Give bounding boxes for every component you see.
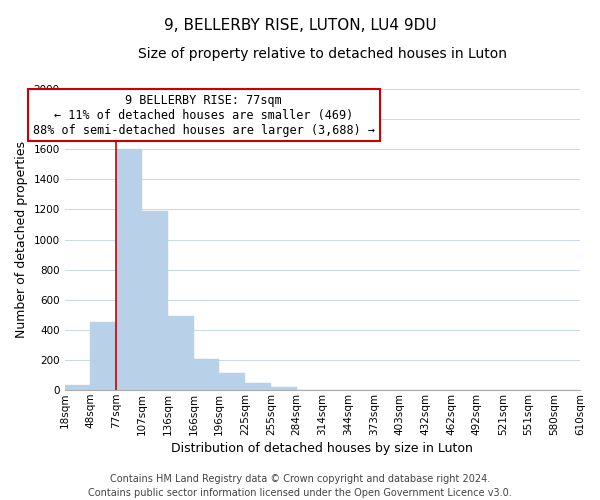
Title: Size of property relative to detached houses in Luton: Size of property relative to detached ho…	[138, 48, 507, 62]
Bar	[116, 150, 142, 390]
Bar	[168, 316, 193, 390]
Y-axis label: Number of detached properties: Number of detached properties	[15, 141, 28, 338]
Bar	[193, 358, 219, 390]
Text: Contains HM Land Registry data © Crown copyright and database right 2024.
Contai: Contains HM Land Registry data © Crown c…	[88, 474, 512, 498]
Text: 9, BELLERBY RISE, LUTON, LU4 9DU: 9, BELLERBY RISE, LUTON, LU4 9DU	[164, 18, 436, 32]
Bar	[65, 385, 91, 390]
Bar	[142, 211, 168, 390]
Text: 9 BELLERBY RISE: 77sqm
← 11% of detached houses are smaller (469)
88% of semi-de: 9 BELLERBY RISE: 77sqm ← 11% of detached…	[33, 94, 375, 136]
Bar	[219, 373, 245, 390]
Bar	[245, 384, 271, 390]
Bar	[271, 387, 296, 390]
Bar	[91, 322, 116, 390]
X-axis label: Distribution of detached houses by size in Luton: Distribution of detached houses by size …	[172, 442, 473, 455]
